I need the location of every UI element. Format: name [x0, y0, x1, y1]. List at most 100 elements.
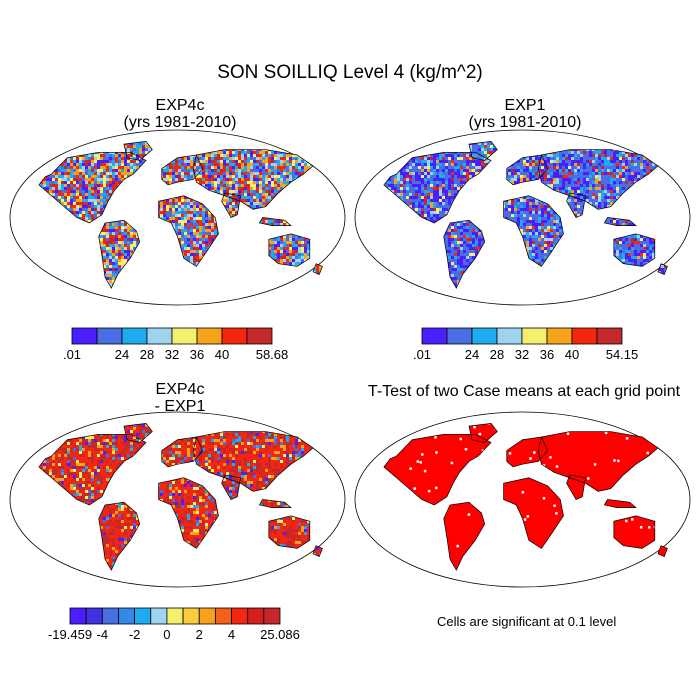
- grid-cell: [136, 235, 140, 239]
- grid-cell: [250, 151, 254, 155]
- grid-cell: [136, 166, 140, 170]
- grid-cell: [232, 184, 236, 188]
- grid-cell: [298, 163, 302, 167]
- grid-cell: [343, 172, 346, 175]
- grid-cell: [265, 136, 268, 139]
- grid-cell: [43, 151, 47, 155]
- grid-cell: [124, 256, 128, 260]
- grid-cell: [91, 205, 95, 209]
- grid-cell: [127, 250, 131, 254]
- grid-cell: [82, 184, 86, 188]
- grid-cell: [70, 178, 74, 182]
- grid-cell: [13, 262, 16, 265]
- grid-cell: [91, 172, 95, 176]
- grid-cell: [106, 259, 110, 263]
- grid-cell: [280, 259, 284, 263]
- grid-cell: [313, 130, 316, 133]
- grid-cell: [67, 181, 71, 185]
- grid-cell: [343, 133, 346, 136]
- grid-cell: [109, 133, 112, 136]
- grid-cell: [325, 160, 328, 163]
- grid-cell: [244, 193, 248, 197]
- grid-cell: [91, 193, 95, 197]
- grid-cell: [73, 184, 77, 188]
- grid-cell: [85, 196, 89, 200]
- grid-cell: [82, 187, 86, 191]
- grid-cell: [277, 178, 281, 182]
- grid-cell: [178, 220, 182, 224]
- grid-cell: [292, 142, 296, 146]
- grid-cell: [265, 202, 269, 206]
- grid-cell: [64, 205, 68, 209]
- grid-cell: [94, 169, 98, 173]
- grid-cell: [262, 193, 266, 197]
- grid-cell: [112, 160, 116, 164]
- grid-cell: [298, 166, 302, 170]
- grid-cell: [202, 175, 206, 179]
- grid-cell: [64, 178, 68, 182]
- grid-cell: [247, 133, 250, 136]
- grid-cell: [85, 130, 88, 133]
- grid-cell: [106, 196, 110, 200]
- grid-cell: [97, 196, 101, 200]
- grid-cell: [38, 151, 41, 155]
- grid-cell: [46, 141, 50, 143]
- grid-cell: [55, 172, 59, 176]
- grid-cell: [55, 133, 58, 136]
- grid-cell: [181, 175, 185, 179]
- grid-cell: [10, 253, 13, 256]
- grid-cell: [262, 217, 266, 221]
- grid-cell: [187, 169, 191, 173]
- grid-cell: [109, 253, 113, 257]
- grid-cell: [343, 145, 346, 148]
- grid-cell: [202, 154, 206, 158]
- grid-cell: [190, 238, 194, 242]
- grid-cell: [259, 187, 263, 191]
- grid-cell: [337, 160, 340, 163]
- grid-cell: [28, 133, 31, 136]
- grid-cell: [82, 211, 86, 215]
- grid-cell: [91, 190, 95, 194]
- grid-cell: [337, 169, 340, 172]
- grid-cell: [304, 145, 308, 149]
- grid-cell: [328, 151, 331, 154]
- grid-cell: [118, 256, 122, 260]
- grid-cell: [262, 157, 266, 161]
- grid-cell: [274, 238, 278, 242]
- grid-cell: [61, 187, 65, 191]
- grid-cell: [115, 256, 119, 260]
- grid-cell: [235, 184, 239, 188]
- grid-cell: [58, 130, 61, 133]
- grid-cell: [319, 148, 323, 152]
- grid-cell: [328, 166, 331, 169]
- grid-cell: [277, 154, 281, 158]
- grid-cell: [244, 178, 248, 182]
- grid-cell: [250, 199, 254, 203]
- grid-cell: [226, 178, 230, 182]
- grid-cell: [274, 250, 278, 254]
- grid-cell: [184, 250, 188, 254]
- grid-cell: [304, 163, 308, 167]
- grid-cell: [325, 145, 328, 148]
- grid-cell: [328, 136, 331, 139]
- grid-cell: [337, 151, 340, 154]
- grid-cell: [301, 253, 305, 257]
- grid-cell: [268, 181, 272, 185]
- grid-cell: [13, 184, 16, 187]
- grid-cell: [85, 208, 89, 212]
- grid-cell: [334, 172, 337, 175]
- grid-cell: [31, 148, 34, 151]
- grid-cell: [226, 187, 230, 191]
- grid-cell: [22, 256, 25, 259]
- grid-cell: [301, 160, 305, 164]
- grid-cell: [340, 154, 343, 157]
- grid-cell: [109, 160, 113, 164]
- grid-cell: [34, 154, 37, 157]
- grid-cell: [208, 154, 212, 158]
- grid-cell: [94, 205, 98, 209]
- grid-cell: [262, 154, 266, 158]
- grid-cell: [76, 157, 80, 161]
- grid-cell: [13, 160, 16, 163]
- grid-cell: [94, 160, 98, 164]
- grid-cell: [70, 172, 74, 176]
